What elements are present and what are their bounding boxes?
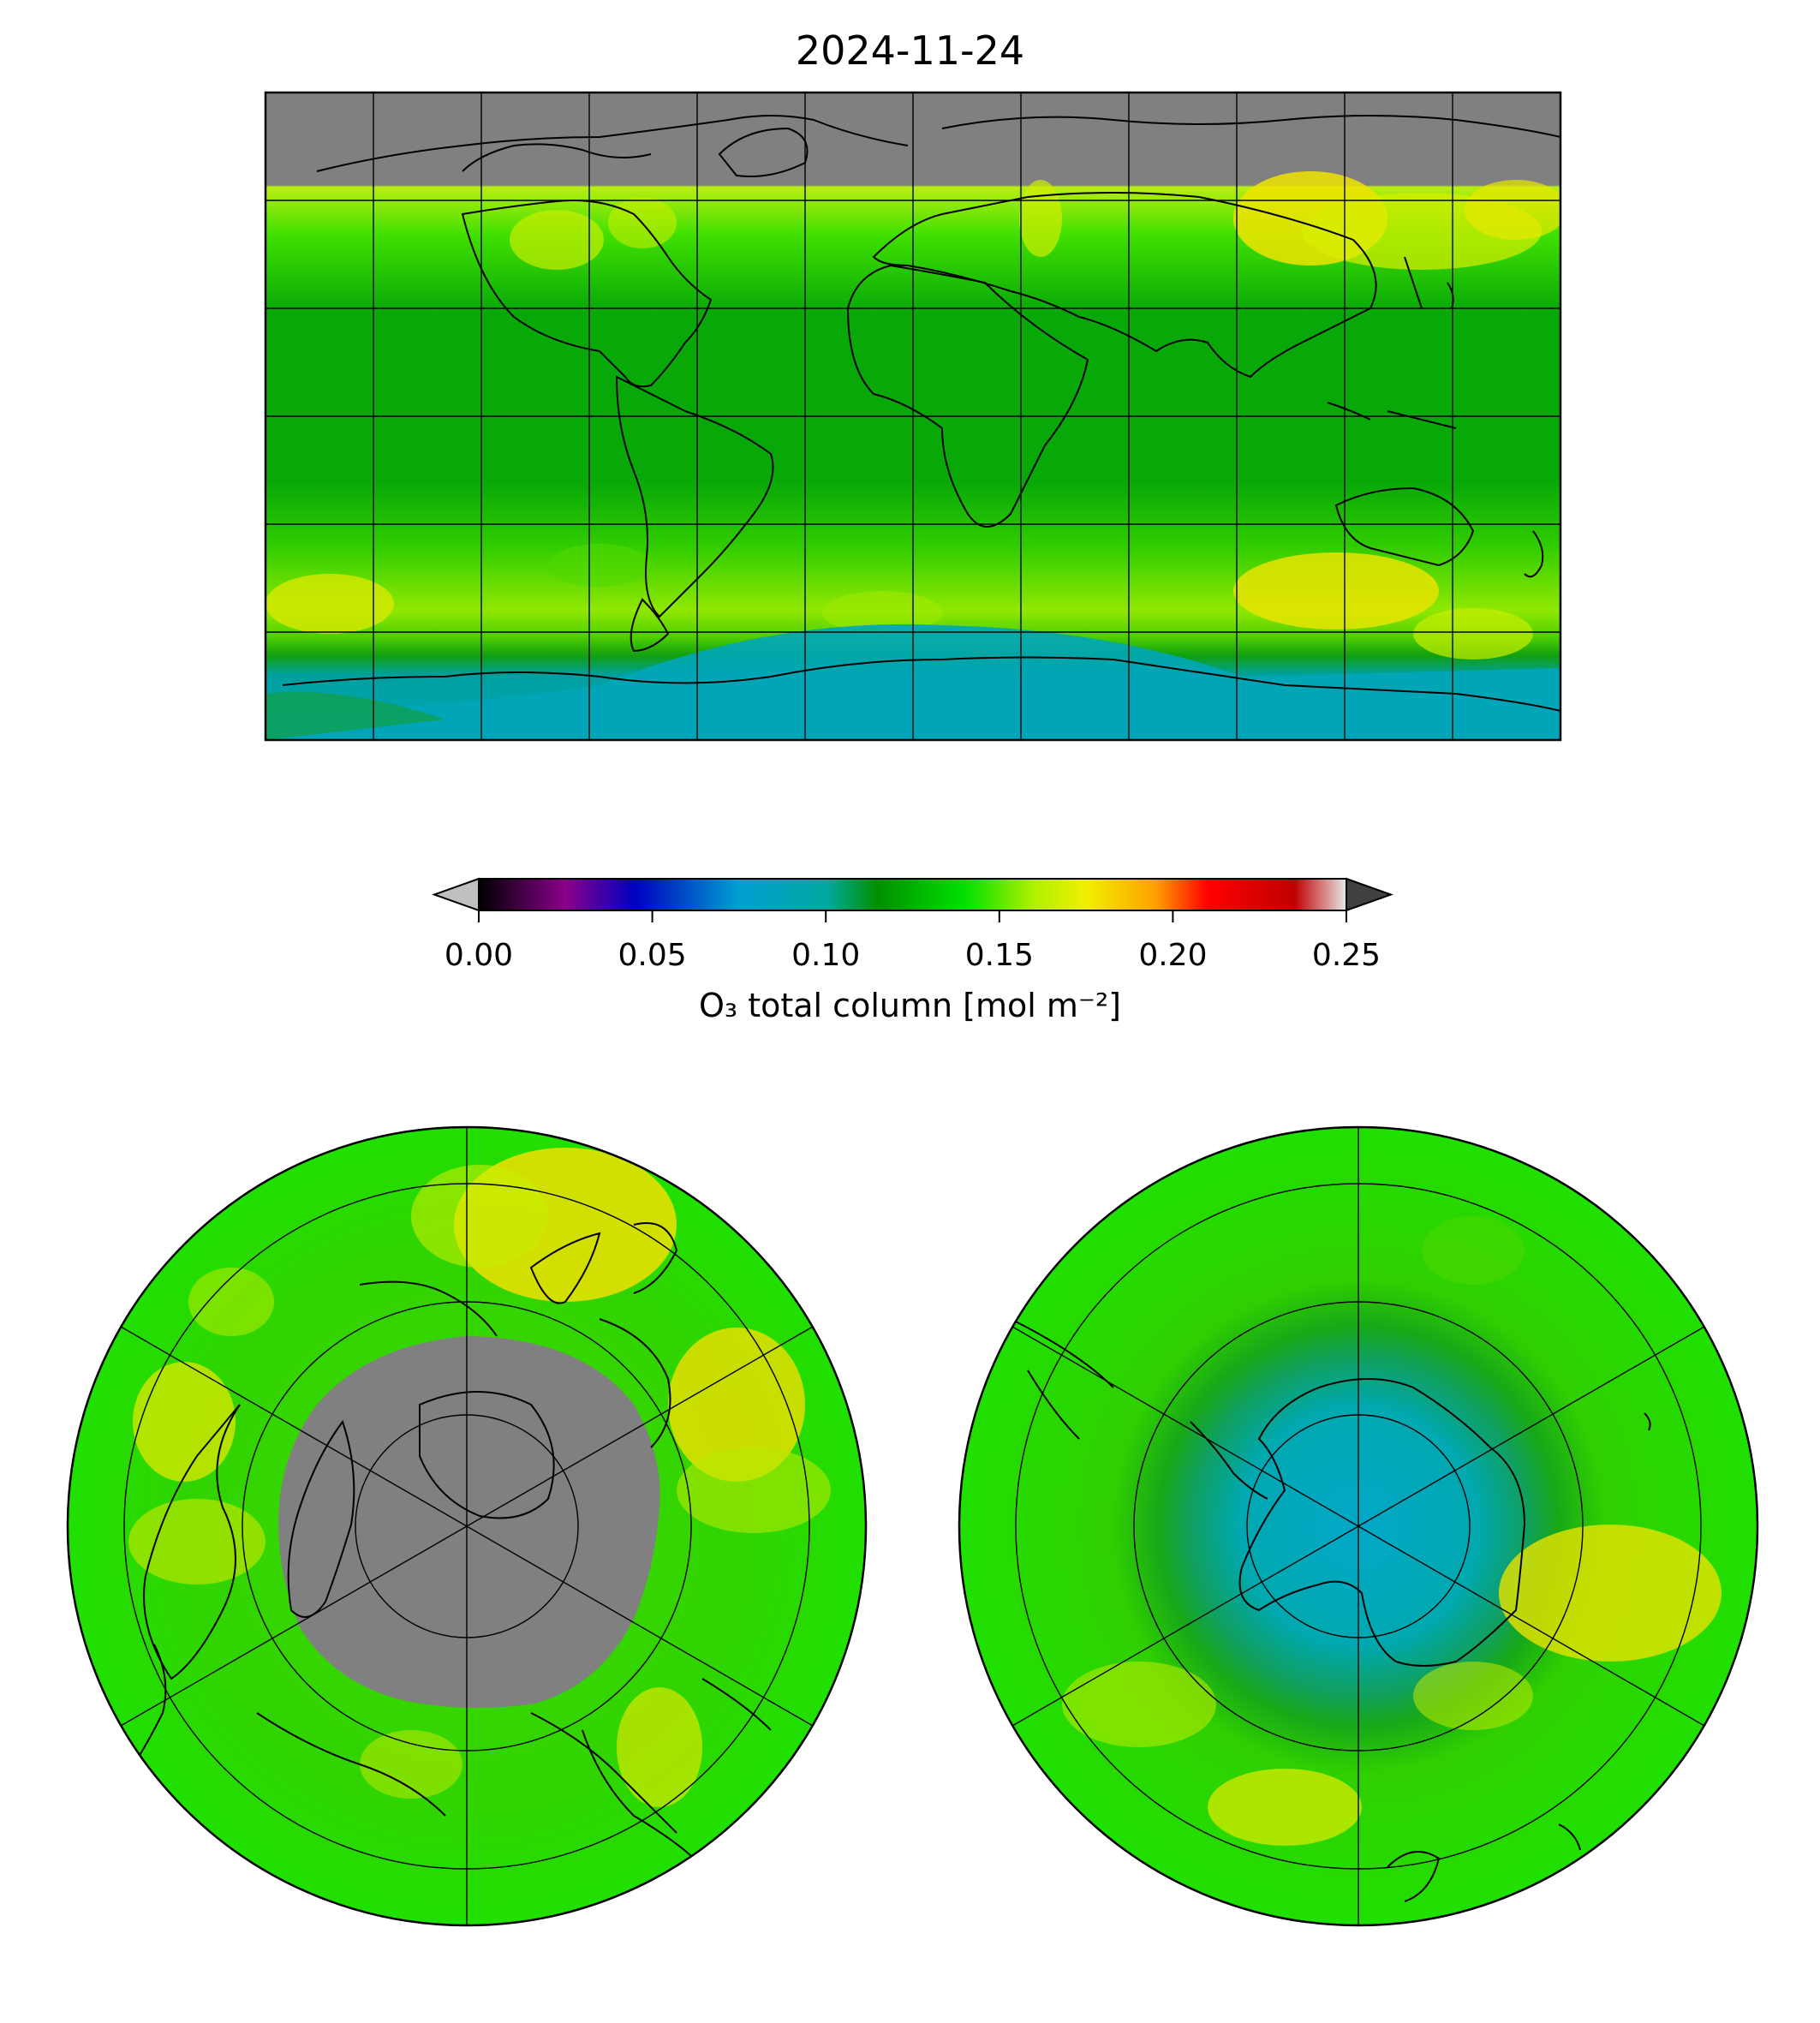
north-polar-frame [66, 1125, 868, 1927]
global-map-frame [264, 91, 1562, 742]
colorbar-tick-label: 0.00 [444, 938, 514, 973]
south-polar-frame [958, 1125, 1759, 1927]
colorbar-tick-label: 0.15 [964, 938, 1034, 973]
colorbar-frame [478, 878, 1347, 911]
colorbar-under-extension [432, 877, 480, 912]
colorbar-over-extension [1346, 877, 1393, 912]
south-ozone-patches [1062, 1216, 1722, 1846]
chart-title: 2024-11-24 [795, 27, 1025, 74]
colorbar-tick-label: 0.05 [618, 938, 687, 973]
south-coastlines [1010, 1318, 1651, 1902]
north-polar-map [66, 1125, 868, 1927]
north-polar-no-data [278, 1336, 660, 1708]
global-map [264, 91, 1562, 742]
colorbar-label: O₃ total column [mol m⁻²] [698, 987, 1122, 1024]
colorbar-gradient [479, 879, 1346, 910]
colorbar-tick-label: 0.25 [1311, 938, 1381, 973]
north-ozone-patches [128, 1148, 831, 1807]
colorbar-ticks [478, 910, 1347, 922]
colorbar-tick-label: 0.10 [791, 938, 861, 973]
global-coastlines [282, 115, 1560, 712]
global-graticule [266, 92, 1560, 740]
south-polar-map [958, 1125, 1759, 1927]
colorbar [432, 877, 1393, 922]
colorbar-tick-label: 0.20 [1138, 938, 1208, 973]
north-graticule [120, 1127, 814, 1925]
south-graticule [1011, 1127, 1705, 1925]
